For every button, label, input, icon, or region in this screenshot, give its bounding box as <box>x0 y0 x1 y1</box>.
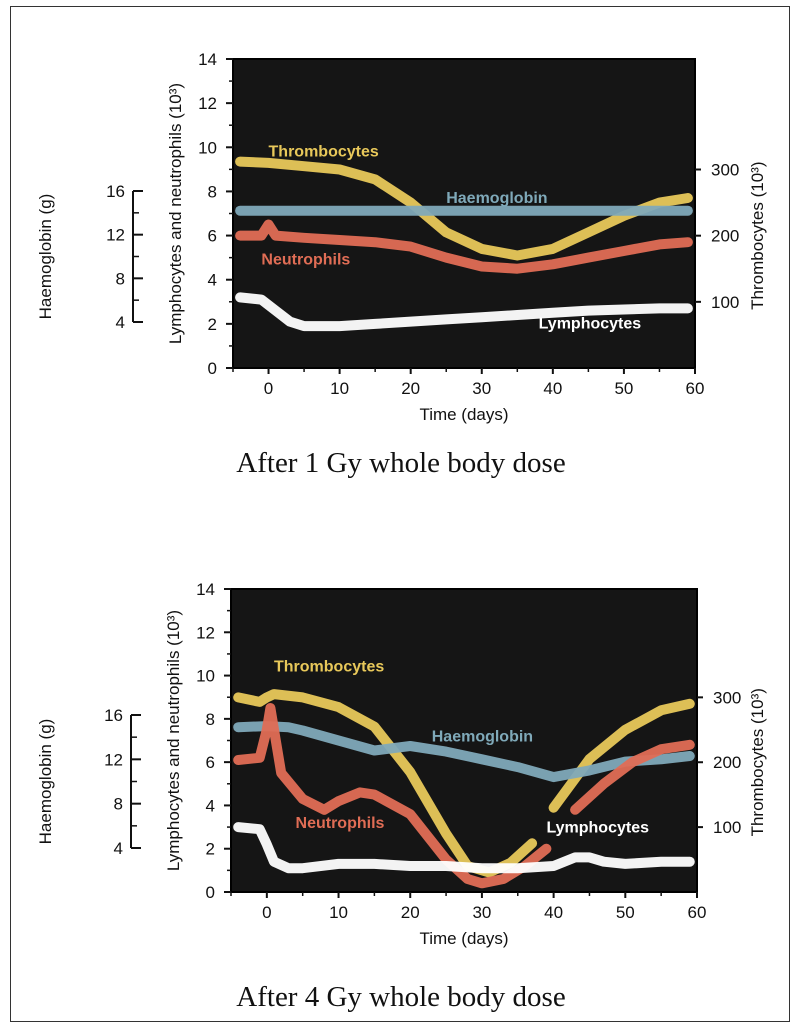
y-right-tick-label: 100 <box>711 293 739 312</box>
y-hb-tick-label: 8 <box>114 795 123 814</box>
y-hb-tick-label: 4 <box>116 313 125 332</box>
series-line-lymphocytes <box>233 822 695 874</box>
chart-panel-4gy: 0 2 4 6 8 10 12 14 0 10 20 30 40 50 60 100 200 300 4 8 12 16 T… <box>36 580 767 948</box>
x-tick-label: 20 <box>401 379 420 398</box>
series-line-lymphocytes <box>235 292 693 332</box>
y-left-tick-label: 2 <box>206 840 215 859</box>
x-tick-label: 30 <box>472 903 491 922</box>
y-left-tick-label: 2 <box>208 315 217 334</box>
x-tick-label: 40 <box>544 903 563 922</box>
series-label-haemoglobin: Haemoglobin <box>432 729 533 746</box>
x-tick-label: 50 <box>616 903 635 922</box>
y-left-tick-label: 6 <box>208 227 217 246</box>
series-label-lymphocytes: Lymphocytes <box>539 315 642 332</box>
x-tick-label: 0 <box>262 903 271 922</box>
y-right-axis-title: Thrombocytes (10³) <box>748 688 767 836</box>
series-label-lymphocytes: Lymphocytes <box>546 819 649 836</box>
series-label-haemoglobin: Haemoglobin <box>446 190 547 207</box>
x-axis-title: Time (days) <box>419 405 508 424</box>
y-left-tick-label: 4 <box>206 796 215 815</box>
series-line-neutrophils <box>235 219 693 274</box>
y-left-tick-label: 12 <box>198 94 217 113</box>
y-left-axis-title: Lymphocytes and neutrophils (10³) <box>166 83 185 344</box>
y-left-tick-label: 4 <box>208 271 217 290</box>
series-line-thrombocytes <box>235 156 693 261</box>
y-left-tick-label: 8 <box>208 182 217 201</box>
series-label-neutrophils: Neutrophils <box>261 251 350 268</box>
y-hb-axis-title: Haemoglobin (g) <box>36 719 55 845</box>
y-hb-tick-label: 4 <box>114 839 123 858</box>
caption-1gy: After 1 Gy whole body dose <box>236 447 566 479</box>
y-hb-tick-label: 8 <box>116 269 125 288</box>
y-hb-tick-label: 16 <box>106 182 125 201</box>
y-left-tick-label: 10 <box>198 138 217 157</box>
y-right-tick-label: 200 <box>711 227 739 246</box>
x-tick-label: 60 <box>688 903 707 922</box>
y-hb-tick-label: 12 <box>104 750 123 769</box>
x-tick-label: 50 <box>614 379 633 398</box>
y-left-tick-label: 0 <box>208 359 217 378</box>
y-left-tick-label: 0 <box>206 883 215 902</box>
y-left-tick-label: 10 <box>196 667 215 686</box>
y-right-tick-label: 300 <box>713 688 741 707</box>
y-left-tick-label: 14 <box>196 580 215 599</box>
figure-frame: 0 2 4 6 8 10 12 14 0 10 20 30 40 50 60 100 200 300 4 8 12 16 T… <box>10 6 790 1022</box>
x-tick-label: 10 <box>330 379 349 398</box>
y-left-tick-label: 6 <box>206 753 215 772</box>
series-line-neutrophils <box>233 703 695 889</box>
y-right-tick-label: 100 <box>713 818 741 837</box>
caption-4gy: After 4 Gy whole body dose <box>236 981 566 1013</box>
y-hb-axis-title: Haemoglobin (g) <box>36 194 55 320</box>
series-label-neutrophils: Neutrophils <box>296 815 385 832</box>
x-tick-label: 10 <box>329 903 348 922</box>
x-tick-label: 40 <box>543 379 562 398</box>
chart-panel-1gy: 0 2 4 6 8 10 12 14 0 10 20 30 40 50 60 100 200 300 4 8 12 16 T… <box>36 50 767 424</box>
x-tick-label: 30 <box>472 379 491 398</box>
y-left-tick-label: 12 <box>196 623 215 642</box>
x-tick-label: 0 <box>264 379 273 398</box>
y-left-tick-label: 8 <box>206 710 215 729</box>
y-right-tick-label: 300 <box>711 160 739 179</box>
series-line-haemoglobin <box>233 721 695 783</box>
y-hb-tick-label: 12 <box>106 226 125 245</box>
x-axis-title: Time (days) <box>419 929 508 948</box>
y-left-tick-label: 14 <box>198 50 217 69</box>
y-right-tick-label: 200 <box>713 753 741 772</box>
x-tick-label: 60 <box>686 379 705 398</box>
series-label-thrombocytes: Thrombocytes <box>274 658 384 675</box>
y-left-axis-title: Lymphocytes and neutrophils (10³) <box>164 610 183 871</box>
y-hb-tick-label: 16 <box>104 706 123 725</box>
x-tick-label: 20 <box>401 903 420 922</box>
series-label-thrombocytes: Thrombocytes <box>269 143 379 160</box>
y-right-axis-title: Thrombocytes (10³) <box>748 162 767 310</box>
